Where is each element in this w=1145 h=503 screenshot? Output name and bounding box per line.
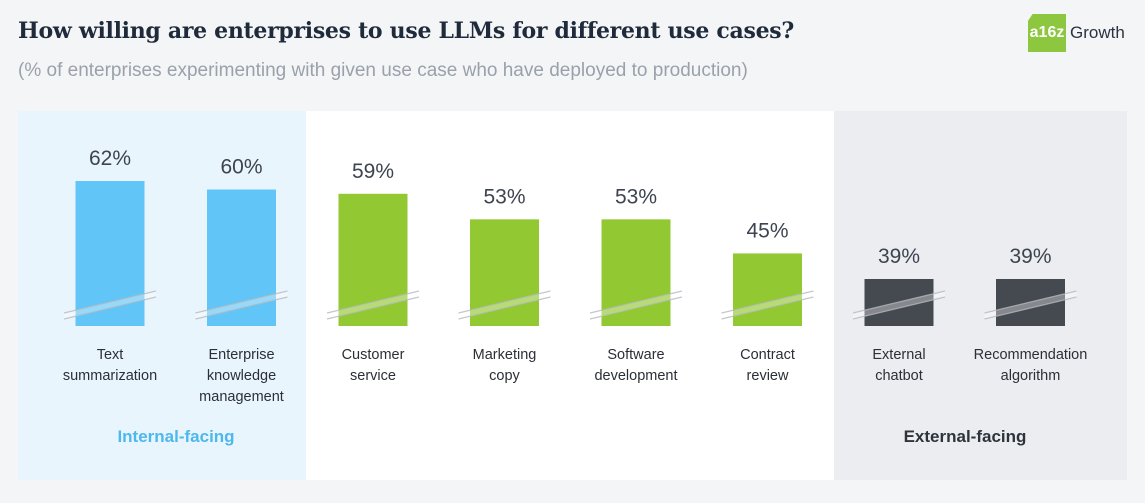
bar-group: 60% Enterprise knowledge management bbox=[195, 156, 288, 405]
bar-group: 39% Recommendation algorithm bbox=[974, 245, 1088, 384]
axis-break-mark bbox=[590, 291, 682, 319]
category-label-line: knowledge bbox=[207, 368, 276, 384]
bar-group: 45% Contract review bbox=[721, 219, 814, 384]
category-label-line: management bbox=[199, 389, 284, 405]
axis-break-line bbox=[326, 296, 420, 320]
a16z-logo-mark: a16z bbox=[1028, 14, 1066, 52]
value-label: 53% bbox=[615, 185, 657, 208]
value-label: 62% bbox=[89, 147, 131, 170]
category-label-line: External bbox=[872, 347, 925, 363]
category-label-line: summarization bbox=[63, 368, 157, 384]
bar bbox=[338, 193, 408, 326]
category-label-line: Contract bbox=[740, 347, 795, 363]
bar-group: 62% Text summarization bbox=[63, 147, 157, 384]
category-label: Text summarization bbox=[63, 347, 157, 384]
value-label: 39% bbox=[1009, 245, 1051, 268]
category-label: Enterprise knowledge management bbox=[199, 347, 284, 405]
value-label: 45% bbox=[746, 219, 788, 242]
category-label: Recommendation algorithm bbox=[974, 347, 1088, 384]
bar-group: 53% Software development bbox=[589, 185, 683, 384]
axis-break-mark bbox=[721, 291, 814, 319]
category-label-line: development bbox=[594, 368, 677, 384]
category-label-line: Enterprise bbox=[208, 347, 274, 363]
category-label-line: Customer bbox=[342, 347, 405, 363]
axis-break-line bbox=[721, 290, 814, 314]
axis-break-mark bbox=[853, 291, 945, 319]
value-label: 39% bbox=[878, 245, 920, 268]
brand-logo: a16z Growth bbox=[1028, 14, 1125, 52]
category-label: External chatbot bbox=[872, 347, 925, 384]
category-label-line: review bbox=[747, 368, 789, 384]
axis-break-mark bbox=[327, 291, 419, 319]
category-label-line: Text bbox=[97, 347, 124, 363]
axis-break-line bbox=[195, 296, 288, 320]
category-label-line: service bbox=[350, 368, 396, 384]
category-label-line: Marketing bbox=[473, 347, 537, 363]
axis-break-line bbox=[984, 290, 1077, 314]
axis-break-line bbox=[852, 290, 946, 314]
category-label-line: Recommendation bbox=[974, 347, 1088, 363]
axis-break-line bbox=[589, 290, 683, 314]
axis-break-line bbox=[589, 296, 683, 320]
axis-break-line bbox=[63, 296, 157, 320]
axis-break-line bbox=[458, 296, 551, 320]
category-label: Customer service bbox=[342, 347, 405, 384]
axis-break-line bbox=[63, 290, 157, 314]
bar-group: 59% Customer service bbox=[326, 160, 420, 384]
axis-break-mark bbox=[195, 291, 288, 319]
axis-break-line bbox=[195, 290, 288, 314]
value-label: 60% bbox=[220, 156, 262, 179]
category-label-line: Software bbox=[607, 347, 664, 363]
axis-break-mark bbox=[64, 291, 156, 319]
value-label: 53% bbox=[483, 185, 525, 208]
axis-break-mark bbox=[984, 291, 1077, 319]
value-label: 59% bbox=[352, 160, 394, 183]
external-facing-label: External-facing bbox=[904, 427, 1027, 446]
category-label: Software development bbox=[594, 347, 677, 384]
logo-text: Growth bbox=[1070, 23, 1125, 42]
category-label: Marketing copy bbox=[473, 347, 537, 384]
bar bbox=[733, 253, 802, 326]
axis-break-line bbox=[458, 290, 551, 314]
axis-break-line bbox=[984, 296, 1077, 320]
axis-break-line bbox=[326, 290, 420, 314]
axis-break-line bbox=[852, 296, 946, 320]
category-label-line: copy bbox=[489, 368, 520, 384]
internal-facing-label: Internal-facing bbox=[117, 427, 234, 446]
chart-title: How willing are enterprises to use LLMs … bbox=[18, 18, 794, 44]
bar-group: 39% External chatbot bbox=[852, 245, 946, 384]
axis-break-mark bbox=[458, 291, 551, 319]
bar bbox=[207, 189, 276, 326]
axis-break-line bbox=[721, 296, 814, 320]
category-label-line: algorithm bbox=[1001, 368, 1061, 384]
bar-group: 53% Marketing copy bbox=[458, 185, 551, 384]
category-label: Contract review bbox=[740, 347, 795, 384]
category-label-line: chatbot bbox=[875, 368, 923, 384]
chart-subtitle: (% of enterprises experimenting with giv… bbox=[18, 60, 748, 81]
